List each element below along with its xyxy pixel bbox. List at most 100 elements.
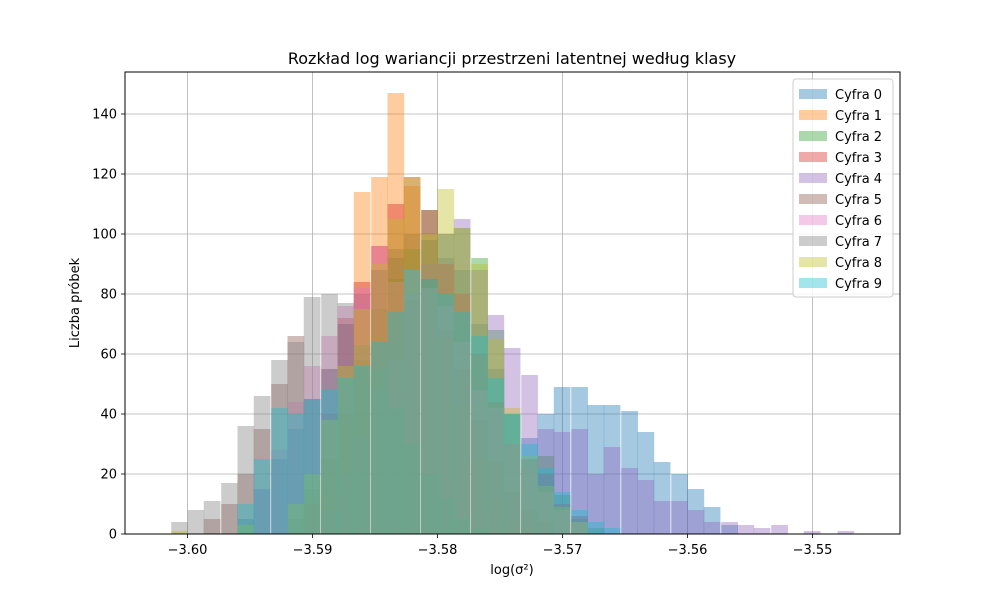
histogram-bar <box>437 234 455 534</box>
histogram-bar <box>437 498 455 534</box>
histogram-bar <box>437 234 455 534</box>
histogram-bar <box>487 498 505 534</box>
histogram-bar <box>321 420 338 534</box>
histogram-bar <box>421 210 438 534</box>
histogram-bar <box>571 429 588 534</box>
series-8 <box>171 177 588 534</box>
histogram-bar <box>537 414 555 534</box>
histogram-bar <box>453 519 471 534</box>
histogram-bar <box>353 366 371 534</box>
series-4 <box>321 219 855 534</box>
legend-swatch <box>799 215 827 225</box>
histogram-bar <box>553 492 571 534</box>
legend-label: Cyfra 7 <box>835 235 882 250</box>
series-6 <box>253 246 588 534</box>
histogram-bar <box>553 495 571 534</box>
histogram-bar <box>521 468 538 534</box>
histogram-bar <box>353 192 371 534</box>
y-tick-label: 60 <box>100 348 117 363</box>
histogram-bar <box>471 420 488 534</box>
histogram-bar <box>471 258 488 534</box>
histogram-bar <box>387 204 405 534</box>
histogram-bar <box>537 429 555 534</box>
legend-swatch <box>799 173 827 183</box>
legend: Cyfra 0 Cyfra 1 Cyfra 2 Cyfra 3 Cyfra 4 Cyfra… <box>792 78 894 298</box>
histogram-bar <box>387 249 405 534</box>
histogram-bar <box>487 315 505 534</box>
y-tick-label: 0 <box>109 528 117 543</box>
x-tick-label: −3.60 <box>168 543 208 558</box>
histogram-bar <box>453 294 471 534</box>
histogram-bar <box>237 519 255 534</box>
histogram-bar <box>337 303 355 534</box>
y-tick-label: 40 <box>100 408 117 423</box>
x-tick-label: −3.55 <box>793 543 833 558</box>
histogram-bar <box>287 402 305 534</box>
y-tick-label: 100 <box>92 228 117 243</box>
histogram-bar <box>603 405 621 534</box>
histogram-bar <box>421 288 438 534</box>
histogram-bar <box>371 264 388 534</box>
histogram-bar <box>603 528 621 534</box>
histogram-bar <box>553 510 571 534</box>
histogram-bar <box>287 519 305 534</box>
histogram-bar <box>253 429 271 534</box>
x-tick-label: −3.56 <box>668 543 708 558</box>
histogram-bar <box>337 378 355 534</box>
y-tick-label: 20 <box>100 468 117 483</box>
histogram-bar <box>271 384 288 534</box>
histogram-bar <box>371 246 388 534</box>
histogram-bar <box>687 510 705 534</box>
histogram-bar <box>471 354 488 534</box>
legend-swatch <box>799 194 827 204</box>
x-axis-label: log(σ²) <box>490 563 533 578</box>
legend-label: Cyfra 5 <box>835 193 882 208</box>
histogram-bar <box>321 369 338 534</box>
histogram-bar <box>471 336 488 534</box>
histogram-bar <box>421 264 438 534</box>
histogram-bar <box>453 270 471 534</box>
histogram-bar <box>471 390 488 534</box>
histogram-bar <box>303 489 321 534</box>
histogram-bar <box>303 399 321 534</box>
histogram-bar <box>521 459 538 534</box>
histogram-bar <box>171 531 188 534</box>
histogram-bar <box>403 177 421 534</box>
histogram-bar <box>437 258 455 534</box>
histogram-bar <box>521 528 538 534</box>
histogram-bar <box>587 522 605 534</box>
histogram-bar <box>337 324 355 534</box>
histogram-bar <box>321 495 338 534</box>
histogram-bar <box>587 405 605 534</box>
legend-label: Cyfra 9 <box>835 277 882 292</box>
histogram-bar <box>403 177 421 534</box>
histogram-bar <box>403 294 421 534</box>
histogram-bar <box>671 501 688 534</box>
histogram-bar <box>371 246 388 534</box>
histogram-bar <box>421 234 438 534</box>
series-5 <box>203 258 555 534</box>
histogram-bar <box>437 294 455 534</box>
y-axis-label: Liczba próbek <box>68 257 83 348</box>
histogram-bar <box>503 348 521 534</box>
histogram-bar <box>321 459 338 534</box>
histogram-bar <box>453 369 471 534</box>
histogram-bar <box>753 528 771 534</box>
histogram-bar <box>421 279 438 534</box>
chart-title: Rozkład log wariancji przestrzeni latent… <box>288 49 736 68</box>
histogram-bar <box>387 282 405 534</box>
histogram-bar <box>437 189 455 534</box>
histogram-bar <box>571 519 588 534</box>
histogram-bar <box>403 444 421 534</box>
histogram-bar <box>553 504 571 534</box>
histogram-bar <box>321 294 338 534</box>
histogram-bar <box>553 387 571 534</box>
histogram-bar <box>287 429 305 534</box>
x-tick-label: −3.57 <box>543 543 583 558</box>
histogram-bar <box>621 468 638 534</box>
histogram-bar <box>653 462 671 534</box>
histogram-bar <box>371 270 388 534</box>
histogram-bar <box>503 414 521 534</box>
histogram-bar <box>487 330 505 534</box>
